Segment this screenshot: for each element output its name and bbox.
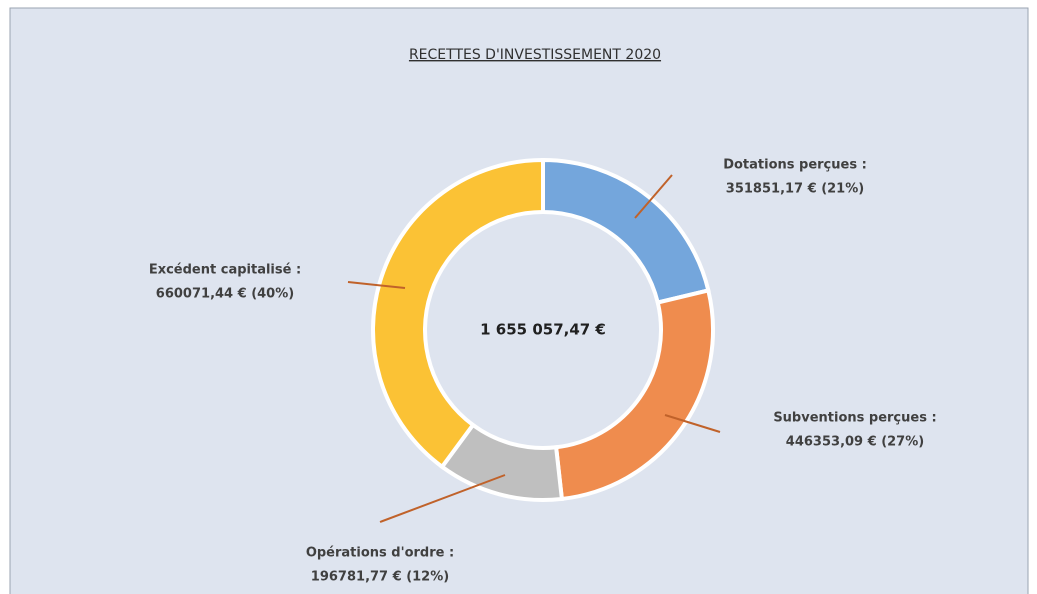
center-total: 1 655 057,47 €: [480, 321, 606, 339]
value-label: 660071,44 € (40%): [156, 287, 294, 302]
donut-slice: [371, 157, 545, 470]
category-label: Opérations d'ordre :: [306, 546, 454, 561]
category-label: Dotations perçues :: [723, 158, 867, 173]
value-label: 446353,09 € (27%): [786, 435, 924, 450]
leader-line: [664, 414, 721, 433]
leader-line: [347, 281, 406, 289]
value-label: 196781,77 € (12%): [311, 570, 449, 585]
category-label: Excédent capitalisé :: [149, 263, 301, 278]
chart-title: RECETTES D'INVESTISSEMENT 2020: [409, 47, 661, 63]
leader-line: [634, 174, 673, 219]
category-label: Subventions perçues :: [773, 411, 936, 426]
leader-line: [379, 474, 506, 523]
value-label: 351851,17 € (21%): [726, 182, 864, 197]
